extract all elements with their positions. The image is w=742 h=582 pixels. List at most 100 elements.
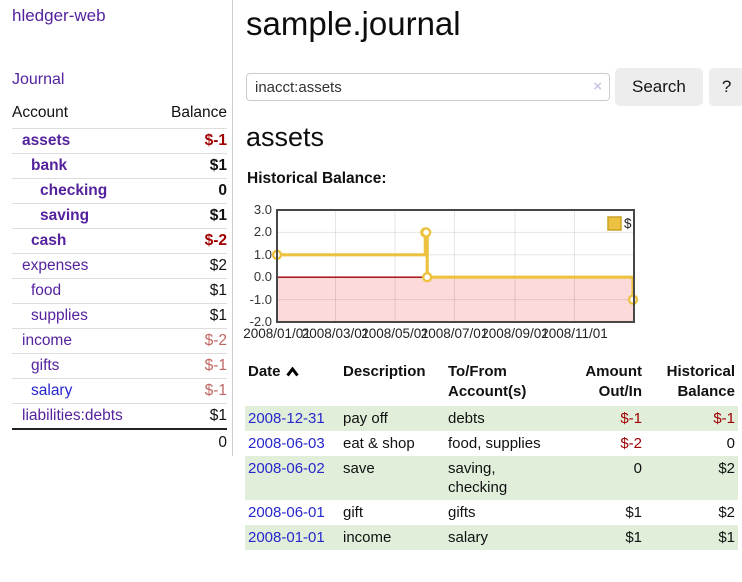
account-balance: $-1 bbox=[154, 378, 227, 404]
help-button[interactable]: ? bbox=[708, 68, 742, 106]
register-table: Date Description To/From Account(s) Amou… bbox=[245, 360, 738, 550]
register-header-balance: Historical Balance bbox=[666, 363, 735, 400]
transaction-date-cell: 2008-06-02 bbox=[245, 456, 340, 500]
accounts-table: Account Balance assets $-1 bank $1 checking 0… bbox=[12, 101, 227, 456]
transaction-amount: $-1 bbox=[620, 410, 642, 427]
accounts-total-row: 0 bbox=[12, 428, 227, 456]
transaction-accounts: salary bbox=[448, 529, 489, 546]
search-button[interactable]: Search bbox=[615, 68, 703, 106]
account-row: supplies $1 bbox=[12, 303, 227, 329]
search-input[interactable] bbox=[246, 73, 610, 101]
account-row: bank $1 bbox=[12, 153, 227, 179]
account-row: expenses $2 bbox=[12, 253, 227, 279]
account-link-food[interactable]: food bbox=[31, 282, 62, 299]
clear-search-icon[interactable]: × bbox=[593, 78, 602, 95]
transaction-date-cell: 2008-01-01 bbox=[245, 525, 340, 550]
accounts-header-balance: Balance bbox=[170, 104, 227, 121]
y-axis-tick: 0.0 bbox=[253, 269, 272, 285]
account-link-bank[interactable]: bank bbox=[31, 157, 68, 174]
y-axis-tick: 1.0 bbox=[253, 246, 272, 262]
accounts-header-row: Account Balance bbox=[12, 101, 227, 129]
account-row: salary $-1 bbox=[12, 378, 227, 404]
y-axis-tick: 2.0 bbox=[253, 224, 272, 240]
register-header-row: Date Description To/From Account(s) Amou… bbox=[245, 360, 738, 406]
transaction-accounts: saving, checking bbox=[448, 460, 508, 496]
x-axis-tick: 2008/07/01 bbox=[420, 326, 489, 341]
account-row: assets $-1 bbox=[12, 128, 227, 154]
account-row: gifts $-1 bbox=[12, 353, 227, 379]
transaction-accounts: food, supplies bbox=[448, 435, 541, 452]
search-input-wrap: × bbox=[246, 73, 610, 101]
transaction-amount: $-2 bbox=[620, 435, 642, 452]
transaction-date-link[interactable]: 2008-12-31 bbox=[248, 410, 325, 427]
transaction-amount: 0 bbox=[633, 460, 642, 477]
account-balance: $-1 bbox=[154, 353, 227, 379]
x-axis-tick: 2008/01/01 bbox=[243, 326, 311, 341]
transaction-date-cell: 2008-12-31 bbox=[245, 406, 340, 431]
app-title-link[interactable]: hledger-web bbox=[12, 6, 106, 25]
account-link-saving[interactable]: saving bbox=[40, 207, 90, 224]
transaction-balance: 0 bbox=[726, 435, 735, 452]
transaction-date-link[interactable]: 2008-01-01 bbox=[248, 529, 325, 546]
transaction-balance: $1 bbox=[718, 529, 735, 546]
chart-title: Historical Balance: bbox=[247, 170, 387, 187]
transaction-date-cell: 2008-06-01 bbox=[245, 500, 340, 525]
transaction-balance: $2 bbox=[718, 504, 735, 521]
transaction-date-cell: 2008-06-03 bbox=[245, 431, 340, 456]
x-axis-tick: 2008/09/01 bbox=[481, 326, 549, 341]
transaction-description: save bbox=[343, 460, 375, 477]
register-header-date[interactable]: Date bbox=[245, 360, 340, 406]
legend-label: $ bbox=[624, 216, 632, 231]
transaction-date-link[interactable]: 2008-06-01 bbox=[248, 504, 325, 521]
transaction-balance: $2 bbox=[718, 460, 735, 477]
legend-swatch bbox=[607, 216, 622, 231]
accounts-header-account: Account bbox=[12, 104, 69, 121]
transaction-accounts: gifts bbox=[448, 504, 476, 521]
account-link-supplies[interactable]: supplies bbox=[31, 307, 88, 324]
transaction-amount: $1 bbox=[625, 504, 642, 521]
sidebar-item-journal[interactable]: Journal bbox=[12, 71, 65, 88]
transaction-description: pay off bbox=[343, 410, 388, 427]
transaction-accounts: debts bbox=[448, 410, 485, 427]
main-content: sample.journal × Search ? assets Histori… bbox=[243, 0, 742, 582]
account-row: food $1 bbox=[12, 278, 227, 304]
transaction-amount: $1 bbox=[625, 529, 642, 546]
account-link-income[interactable]: income bbox=[22, 332, 72, 349]
transaction-date-link[interactable]: 2008-06-03 bbox=[248, 435, 325, 452]
account-balance: $1 bbox=[154, 153, 227, 179]
transaction-date-link[interactable]: 2008-06-02 bbox=[248, 460, 325, 477]
account-row: cash $-2 bbox=[12, 228, 227, 254]
transaction-description: gift bbox=[343, 504, 364, 521]
account-link-cash[interactable]: cash bbox=[31, 232, 67, 249]
account-link-checking[interactable]: checking bbox=[40, 182, 108, 199]
account-link-liabilities-debts[interactable]: liabilities:debts bbox=[22, 407, 123, 424]
transaction-balance: $-1 bbox=[713, 410, 735, 427]
table-row: 2008-12-31 pay off debts $-1 $-1 bbox=[245, 406, 738, 431]
account-row: saving $1 bbox=[12, 203, 227, 229]
account-row: liabilities:debts $1 bbox=[12, 403, 227, 429]
transaction-description: eat & shop bbox=[343, 435, 415, 452]
register-header-amount: Amount Out/In bbox=[585, 363, 642, 400]
account-link-expenses[interactable]: expenses bbox=[22, 257, 89, 274]
account-balance: $1 bbox=[154, 203, 227, 229]
table-row: 2008-06-02 save saving, checking 0 $2 bbox=[245, 456, 738, 500]
page-title: sample.journal bbox=[246, 5, 461, 42]
account-link-gifts[interactable]: gifts bbox=[31, 357, 60, 374]
chart-canvas: $ bbox=[271, 209, 639, 323]
account-heading: assets bbox=[246, 122, 325, 152]
x-axis-tick: 2008/11/01 bbox=[541, 326, 608, 341]
account-balance: $-1 bbox=[154, 128, 227, 154]
x-axis-tick: 2008/05/01 bbox=[361, 326, 429, 341]
account-balance: 0 bbox=[154, 178, 227, 204]
y-axis-tick: -2.0 bbox=[249, 314, 272, 329]
account-link-assets[interactable]: assets bbox=[22, 132, 71, 149]
account-row: checking 0 bbox=[12, 178, 227, 204]
search-form: × Search ? bbox=[246, 67, 742, 107]
account-balance: $-2 bbox=[154, 228, 227, 254]
register-header-accounts: To/From Account(s) bbox=[448, 363, 527, 400]
account-link-salary[interactable]: salary bbox=[31, 382, 73, 399]
table-row: 2008-06-03 eat & shop food, supplies $-2 0 bbox=[245, 431, 738, 456]
accounts-total-spacer bbox=[12, 428, 155, 456]
account-balance: $1 bbox=[154, 278, 227, 304]
sidebar: hledger-web Journal Account Balance asse… bbox=[0, 0, 233, 456]
